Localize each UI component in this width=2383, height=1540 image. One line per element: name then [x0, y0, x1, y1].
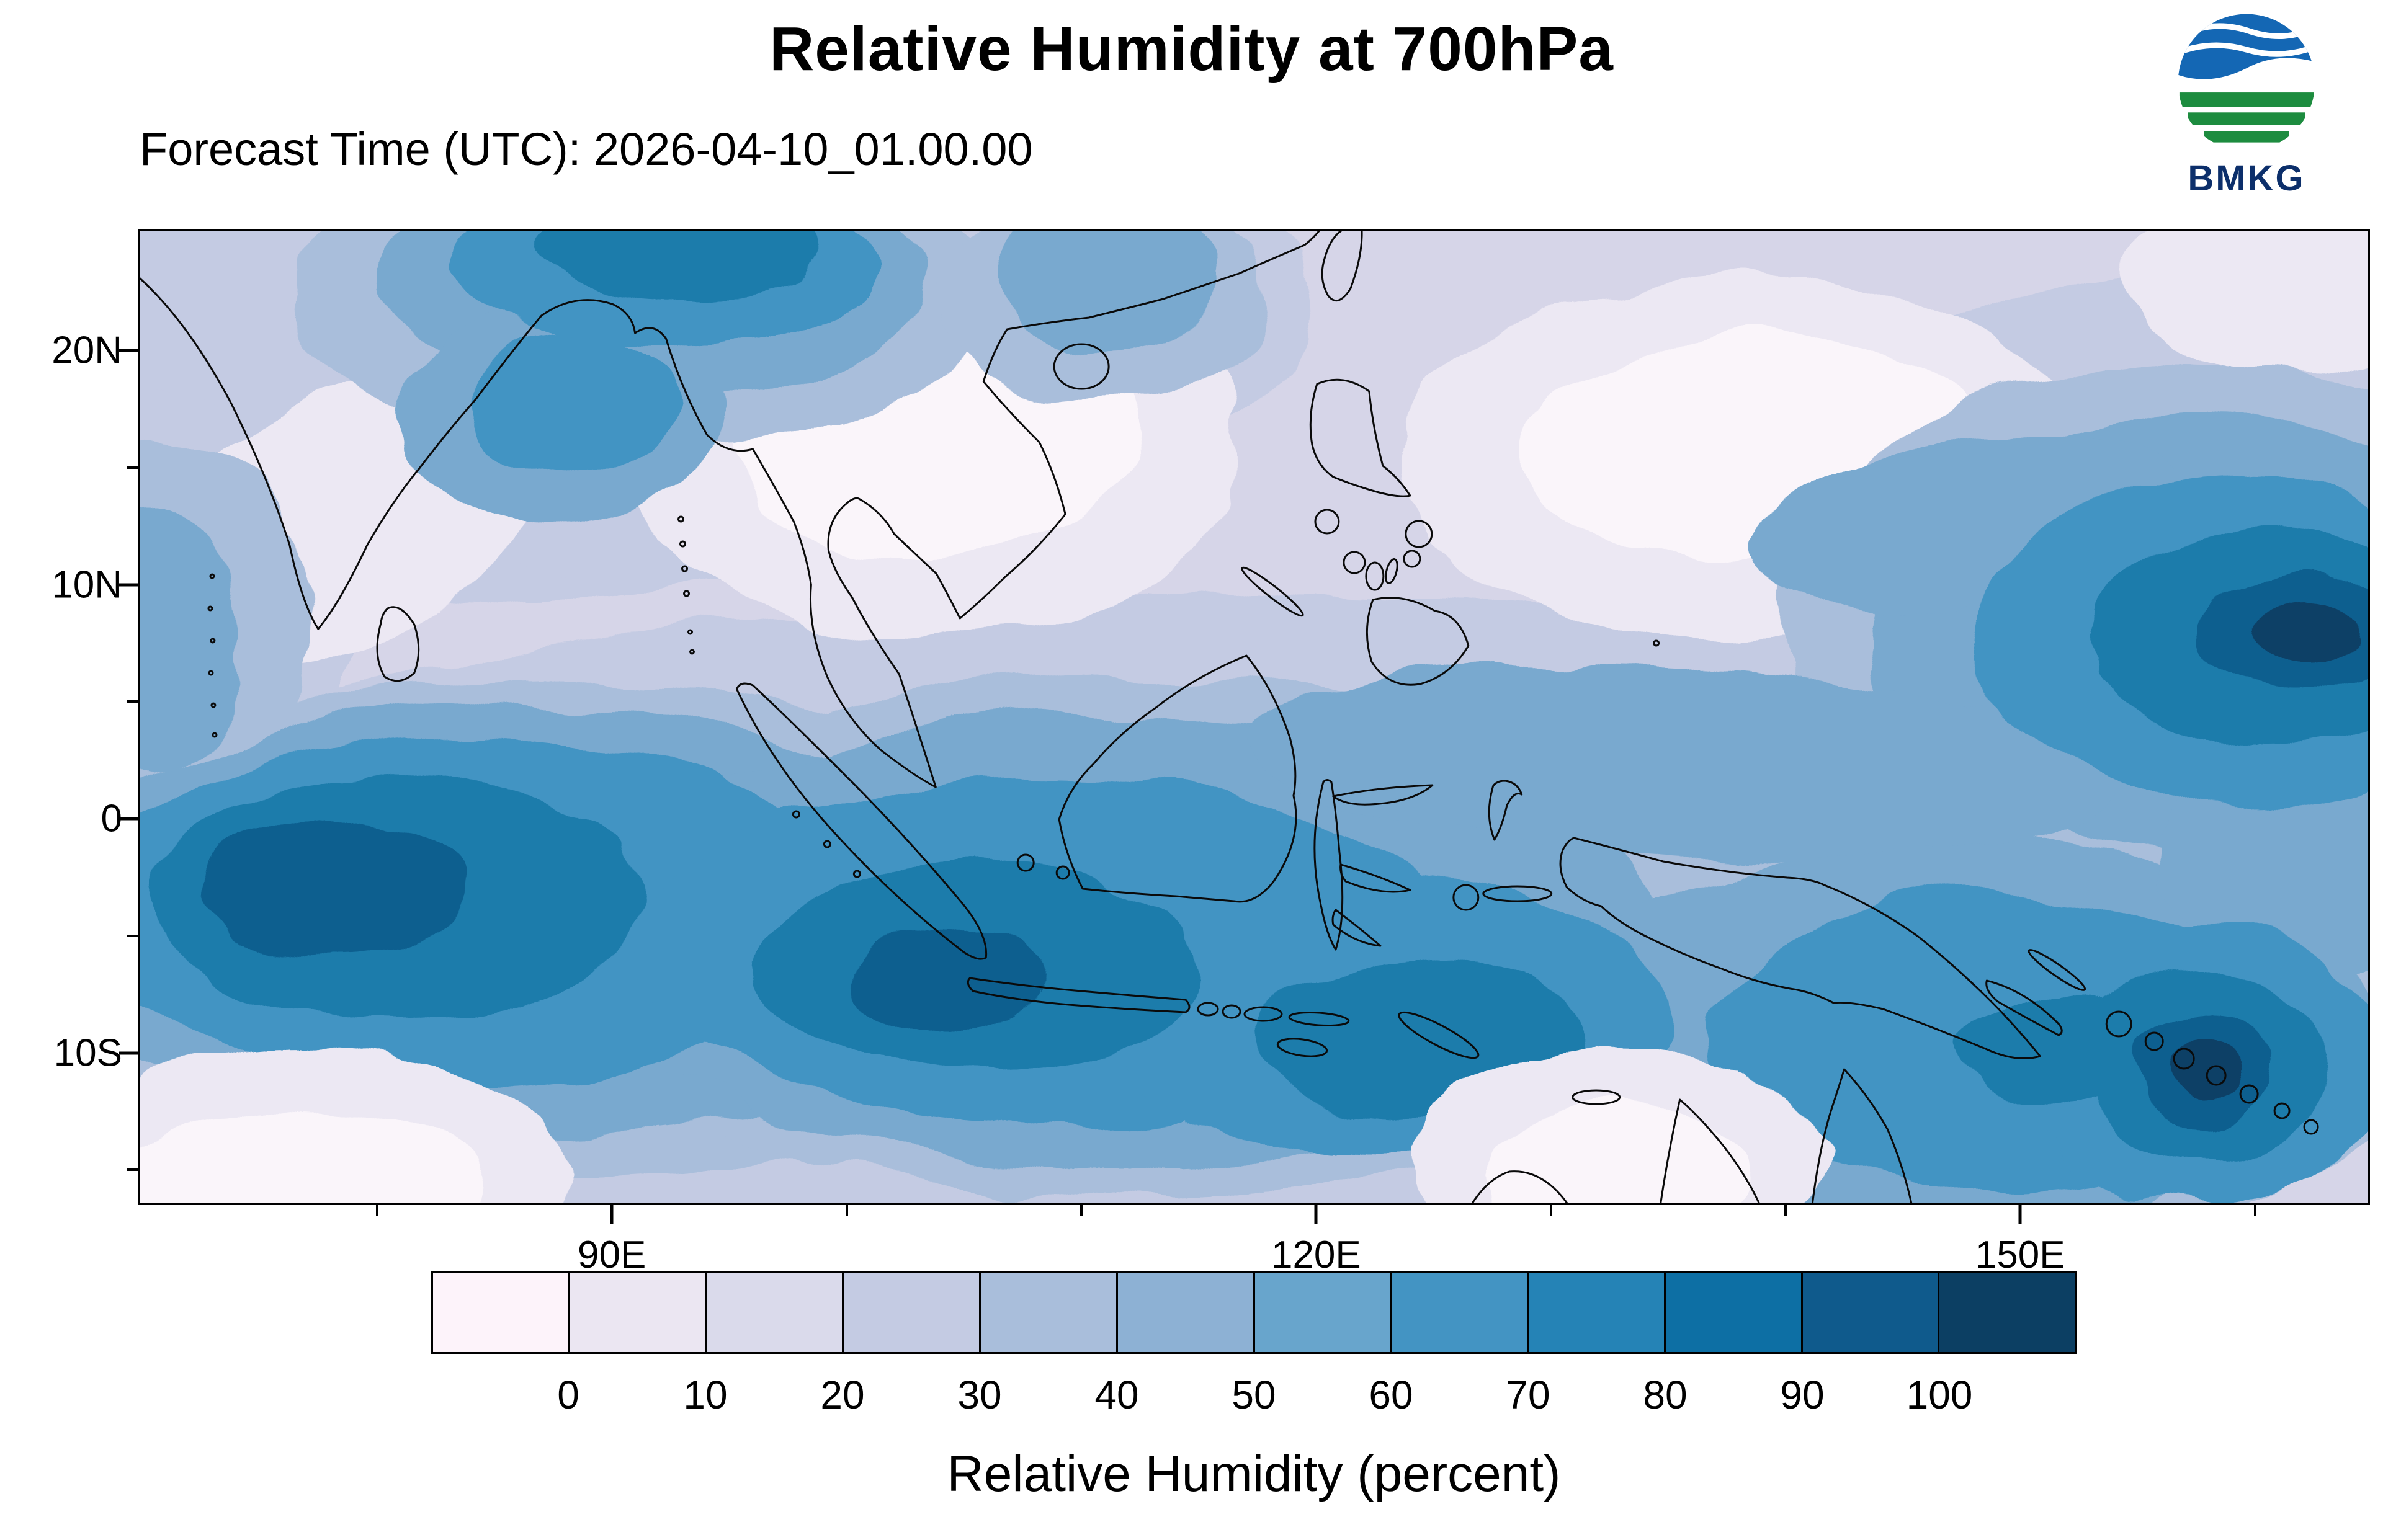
x-minor-tick-mark — [1080, 1205, 1083, 1216]
page-title: Relative Humidity at 700hPa — [769, 14, 1614, 84]
colorbar-swatch-5 — [1115, 1273, 1253, 1352]
bmkg-logo-icon — [2178, 14, 2315, 151]
x-minor-tick-mark — [1549, 1205, 1552, 1216]
y-minor-tick-mark — [127, 1168, 138, 1172]
y-minor-tick-mark — [127, 466, 138, 469]
colorbar-swatch-8 — [1527, 1273, 1664, 1352]
x-tick-label-90E: 90E — [578, 1234, 646, 1276]
y-tick-label-0: 0 — [101, 797, 122, 840]
colorbar-tick-60: 60 — [1369, 1373, 1413, 1417]
coastlines — [138, 229, 2319, 1205]
colorbar-swatch-4 — [979, 1273, 1116, 1352]
x-minor-tick-mark — [845, 1205, 848, 1216]
colorbar-swatch-1 — [568, 1273, 705, 1352]
x-tick-mark — [2018, 1205, 2022, 1224]
y-tick-label-10S: 10S — [53, 1031, 122, 1075]
humidity-map-svg — [138, 229, 2370, 1205]
x-tick-label-120E: 120E — [1271, 1234, 1361, 1276]
colorbar-swatch-9 — [1663, 1273, 1801, 1352]
y-axis-ticks — [0, 229, 138, 1205]
colorbar-tick-10: 10 — [683, 1373, 728, 1417]
colorbar-swatch-3 — [842, 1273, 979, 1352]
colorbar-swatch-0 — [433, 1273, 568, 1352]
colorbar-tick-20: 20 — [820, 1373, 865, 1417]
colorbar-title: Relative Humidity (percent) — [947, 1446, 1561, 1502]
x-axis-labels: 90E 120E 150E — [138, 1233, 2370, 1283]
colorbar-swatch-6 — [1253, 1273, 1390, 1352]
y-tick-mark — [119, 349, 138, 352]
colorbar-swatches — [431, 1271, 2077, 1354]
colorbar-tick-70: 70 — [1506, 1373, 1550, 1417]
x-tick-mark — [610, 1205, 614, 1224]
x-minor-tick-mark — [2253, 1205, 2256, 1216]
humidity-field — [138, 229, 2370, 1205]
bmkg-logo-text: BMKG — [2188, 158, 2305, 198]
colorbar-tick-labels: 0 10 20 30 40 50 60 70 80 90 100 — [431, 1372, 2077, 1422]
y-tick-mark — [119, 583, 138, 587]
colorbar-swatch-7 — [1390, 1273, 1527, 1352]
x-tick-mark — [1314, 1205, 1318, 1224]
x-minor-tick-mark — [1784, 1205, 1787, 1216]
colorbar-tick-90: 90 — [1780, 1373, 1825, 1417]
colorbar-tick-40: 40 — [1094, 1373, 1139, 1417]
y-tick-label-10N: 10N — [51, 563, 122, 607]
x-tick-label-150E: 150E — [1975, 1234, 2065, 1276]
colorbar-tick-30: 30 — [957, 1373, 1002, 1417]
y-tick-mark — [119, 817, 138, 821]
y-tick-mark — [119, 1051, 138, 1055]
y-axis-labels: 20N 10N 0 10S — [0, 229, 127, 1205]
humidity-map — [138, 229, 2370, 1205]
x-axis-ticks — [138, 1205, 2370, 1225]
forecast-time-label: Forecast Time (UTC): 2026-04-10_01.00.00 — [140, 123, 1033, 175]
colorbar-tick-0: 0 — [557, 1373, 579, 1417]
y-minor-tick-mark — [127, 700, 138, 703]
x-minor-tick-mark — [376, 1205, 379, 1216]
colorbar-swatch-2 — [705, 1273, 843, 1352]
colorbar-tick-50: 50 — [1232, 1373, 1276, 1417]
y-tick-label-20N: 20N — [51, 329, 122, 372]
y-minor-tick-mark — [127, 934, 138, 937]
colorbar-swatch-11 — [1938, 1273, 2075, 1352]
bmkg-logo: BMKG — [2153, 11, 2340, 199]
colorbar-swatch-10 — [1800, 1273, 1938, 1352]
colorbar-tick-80: 80 — [1643, 1373, 1688, 1417]
colorbar-tick-100: 100 — [1906, 1373, 1973, 1417]
